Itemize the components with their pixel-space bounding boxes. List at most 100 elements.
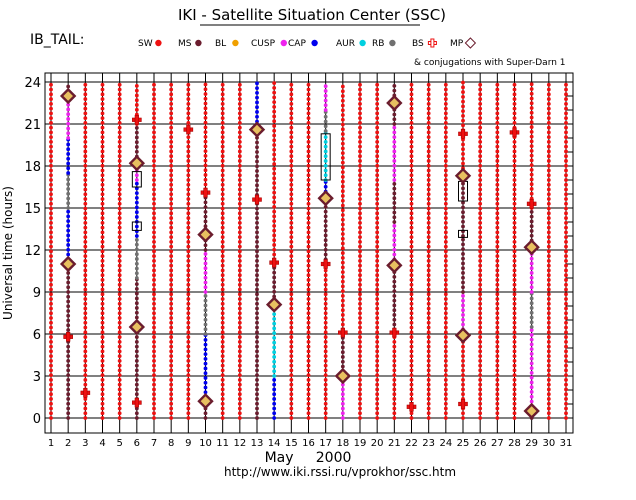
orbit-point bbox=[169, 416, 174, 420]
orbit-point bbox=[564, 349, 568, 354]
orbit-point bbox=[546, 173, 551, 178]
conjugation-box bbox=[131, 221, 142, 231]
orbit-point bbox=[289, 111, 294, 116]
orbit-point bbox=[169, 297, 174, 301]
orbit-point bbox=[564, 278, 568, 282]
orbit-point bbox=[323, 406, 328, 411]
orbit-point bbox=[443, 363, 448, 368]
orbit-point bbox=[220, 97, 225, 101]
orbit-point bbox=[495, 330, 500, 335]
orbit-point bbox=[443, 358, 448, 363]
orbit-point bbox=[134, 88, 139, 93]
orbit-point bbox=[409, 349, 414, 354]
x-tick-label: 1 bbox=[48, 438, 54, 449]
orbit-point bbox=[375, 349, 380, 354]
orbit-point bbox=[49, 140, 53, 144]
orbit-point bbox=[409, 97, 414, 101]
orbit-point bbox=[203, 342, 208, 347]
orbit-point bbox=[495, 311, 500, 316]
orbit-point bbox=[323, 416, 328, 420]
orbit-point bbox=[186, 325, 191, 330]
orbit-point bbox=[66, 107, 71, 112]
orbit-point bbox=[392, 205, 397, 210]
orbit-point bbox=[152, 82, 156, 87]
orbit-point bbox=[358, 259, 362, 263]
orbit-point bbox=[237, 197, 242, 201]
orbit-point bbox=[272, 114, 277, 119]
orbit-point bbox=[564, 397, 568, 401]
orbit-point bbox=[272, 406, 277, 411]
orbit-point bbox=[340, 298, 345, 303]
orbit-point bbox=[117, 120, 122, 125]
orbit-point bbox=[358, 387, 362, 392]
magnetopause-marker bbox=[197, 226, 214, 243]
orbit-point bbox=[49, 125, 53, 130]
orbit-point bbox=[186, 92, 191, 97]
orbit-point bbox=[478, 254, 483, 259]
x-tick-label: 24 bbox=[439, 438, 452, 449]
orbit-point bbox=[220, 163, 225, 168]
orbit-point bbox=[272, 128, 277, 133]
orbit-point bbox=[426, 235, 431, 240]
orbit-point bbox=[375, 358, 380, 363]
orbit-point bbox=[220, 87, 225, 92]
orbit-point bbox=[255, 150, 259, 154]
orbit-point bbox=[186, 178, 191, 182]
orbit-point bbox=[186, 392, 191, 397]
orbit-point bbox=[478, 82, 483, 87]
orbit-point bbox=[100, 140, 105, 144]
orbit-point bbox=[392, 382, 397, 387]
orbit-point bbox=[529, 134, 534, 139]
orbit-point bbox=[134, 181, 139, 186]
orbit-point bbox=[495, 339, 500, 344]
orbit-point bbox=[495, 197, 500, 201]
orbit-point bbox=[83, 225, 88, 230]
orbit-point bbox=[83, 149, 88, 154]
orbit-point bbox=[49, 297, 53, 301]
orbit-point bbox=[529, 172, 534, 177]
orbit-point bbox=[152, 273, 156, 278]
x-axis-ticks: 1 2 3 4 5 6 7 8 9 10 11 12 13 14 15 16 17 18 19 20 21 22 23 24 2… bbox=[48, 438, 573, 449]
orbit-point bbox=[443, 135, 448, 140]
orbit-point bbox=[409, 368, 414, 373]
orbit-point bbox=[564, 378, 568, 382]
orbit-point bbox=[409, 373, 414, 378]
orbit-point bbox=[289, 182, 294, 187]
orbit-point bbox=[306, 125, 311, 130]
orbit-point bbox=[529, 375, 534, 380]
orbit-point bbox=[564, 149, 568, 154]
orbit-point bbox=[375, 406, 380, 411]
orbit-point bbox=[203, 376, 208, 380]
orbit-point bbox=[392, 140, 397, 144]
orbit-point bbox=[100, 282, 105, 287]
orbit-point bbox=[289, 168, 294, 173]
orbit-point bbox=[83, 397, 88, 401]
orbit-point bbox=[340, 146, 345, 151]
orbit-point bbox=[426, 225, 431, 230]
orbit-point bbox=[340, 411, 345, 416]
orbit-point bbox=[186, 373, 191, 378]
orbit-point bbox=[512, 120, 517, 125]
orbit-point bbox=[478, 287, 483, 292]
orbit-point bbox=[512, 216, 517, 220]
orbit-point bbox=[237, 378, 242, 382]
orbit-point bbox=[203, 361, 208, 366]
orbit-point bbox=[495, 397, 500, 401]
orbit-point bbox=[255, 311, 259, 316]
orbit-point bbox=[237, 125, 242, 130]
orbit-point bbox=[546, 159, 551, 163]
orbit-point bbox=[237, 225, 242, 230]
orbit-point bbox=[358, 325, 362, 330]
orbit-point bbox=[152, 282, 156, 287]
y-tick-label: 3 bbox=[33, 370, 41, 385]
orbit-point bbox=[289, 278, 294, 282]
orbit-point bbox=[478, 225, 483, 230]
orbit-point bbox=[272, 233, 277, 238]
orbit-point bbox=[66, 166, 71, 171]
orbit-point bbox=[220, 406, 225, 411]
orbit-point bbox=[426, 192, 431, 197]
orbit-point bbox=[375, 187, 380, 192]
orbit-point bbox=[220, 292, 225, 297]
orbit-point bbox=[134, 378, 139, 382]
orbit-point bbox=[443, 292, 448, 297]
